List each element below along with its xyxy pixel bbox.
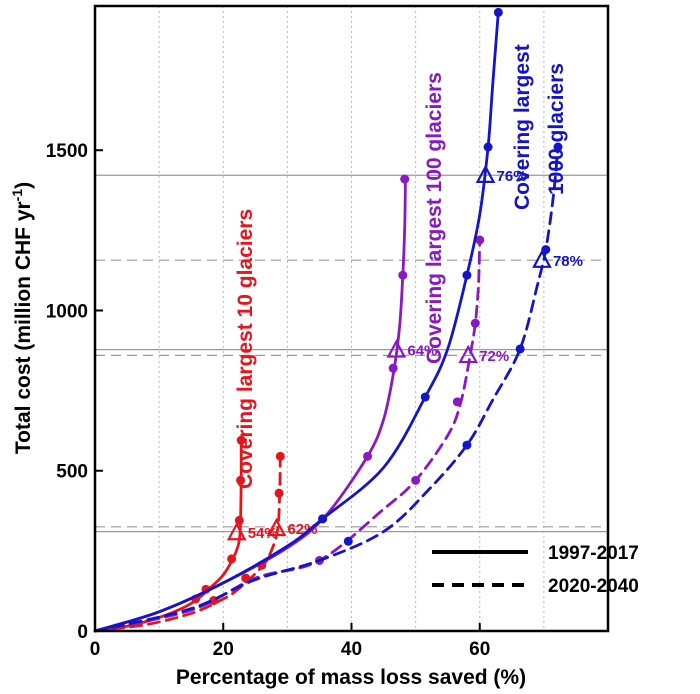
legend: 1997-2017 2020-2040 <box>432 543 639 597</box>
y-axis-title-sup: -1 <box>9 189 25 202</box>
series-100-dashed-point-3 <box>470 318 480 328</box>
y-tick-label-1500: 1500 <box>46 141 88 162</box>
series-100-solid-point-4 <box>400 174 410 184</box>
series-10-dashed-marker-label: 62% <box>287 521 317 538</box>
series-1000-solid-point-1 <box>420 392 430 402</box>
series-10-solid-point-4 <box>236 475 246 485</box>
legend-label-2020-2040: 2020-2040 <box>548 576 639 597</box>
series-100-dashed-point-1 <box>411 475 421 485</box>
series-100-dashed-point-2 <box>452 397 462 407</box>
legend-label-1997-2017: 1997-2017 <box>548 543 639 564</box>
annotation-3: 1000 glaciers <box>545 63 568 195</box>
series-10-solid-point-2 <box>227 554 237 564</box>
series-100-solid-marker-label: 64% <box>407 343 437 360</box>
series-1000-dashed-point-0 <box>343 536 353 546</box>
series-100-solid-triangle-marker <box>386 339 407 358</box>
series-100-solid-point-3 <box>398 270 408 280</box>
series-100-dashed-triangle-marker <box>458 344 479 364</box>
series-1000-solid-triangle-marker <box>475 164 496 183</box>
series-100-dashed-marker-label: 72% <box>479 348 509 365</box>
series-10-dashed-triangle-marker <box>266 517 287 537</box>
series-layer: 54% 62%64% 72%76%78% <box>93 7 583 633</box>
series-1000-dashed-triangle-marker <box>532 249 552 268</box>
series-1000-dashed-point-4 <box>553 142 563 152</box>
annotation-0: Covering largest 10 glaciers <box>234 209 257 489</box>
x-tick-label-60: 60 <box>469 639 490 660</box>
series-100-solid-point-1 <box>363 451 373 461</box>
y-tick-label-0: 0 <box>77 622 88 643</box>
x-tick-label-0: 0 <box>90 639 101 660</box>
annotation-1: Covering largest 100 glaciers <box>423 72 446 364</box>
series-1000-dashed-line <box>93 145 560 633</box>
y-tick-label-1000: 1000 <box>46 301 88 322</box>
series-1000-dashed-point-3 <box>541 245 551 255</box>
series-1000-dashed-point-2 <box>515 344 525 354</box>
y-axis-title: Total cost (million CHF yr-1) <box>9 182 35 454</box>
annotation-2: Covering largest <box>511 44 534 210</box>
x-tick-label-20: 20 <box>213 639 234 660</box>
reference-lines <box>95 174 608 533</box>
y-axis-title-main: Total cost (million CHF yr <box>12 201 35 454</box>
tick-layer: 0 20 40 60 0 500 1000 1500 <box>46 141 491 660</box>
series-1000-solid-point-2 <box>462 270 472 280</box>
series-10-solid-point-5 <box>236 435 246 445</box>
series-1000-solid-point-3 <box>483 142 493 152</box>
series-1000-solid-point-4 <box>493 7 503 17</box>
series-10-dashed-point-4 <box>275 451 285 461</box>
series-1000-solid-point-0 <box>318 514 328 524</box>
x-tick-label-40: 40 <box>341 639 362 660</box>
series-10-dashed-point-3 <box>274 488 284 498</box>
series-1000-solid-marker-label: 76% <box>497 168 527 185</box>
series-1000-dashed-marker-label: 78% <box>553 253 583 270</box>
x-axis-title: Percentage of mass loss saved (%) <box>176 666 526 689</box>
series-10-solid-triangle-marker <box>226 521 247 541</box>
y-tick-label-500: 500 <box>56 462 88 483</box>
y-axis-title-close: ) <box>12 182 35 189</box>
series-1000-dashed-point-1 <box>462 440 472 450</box>
annotation-layer: Covering largest 10 glaciers Covering lar… <box>234 44 568 489</box>
series-100-dashed-point-4 <box>475 235 485 245</box>
series-100-solid-point-2 <box>388 363 398 373</box>
